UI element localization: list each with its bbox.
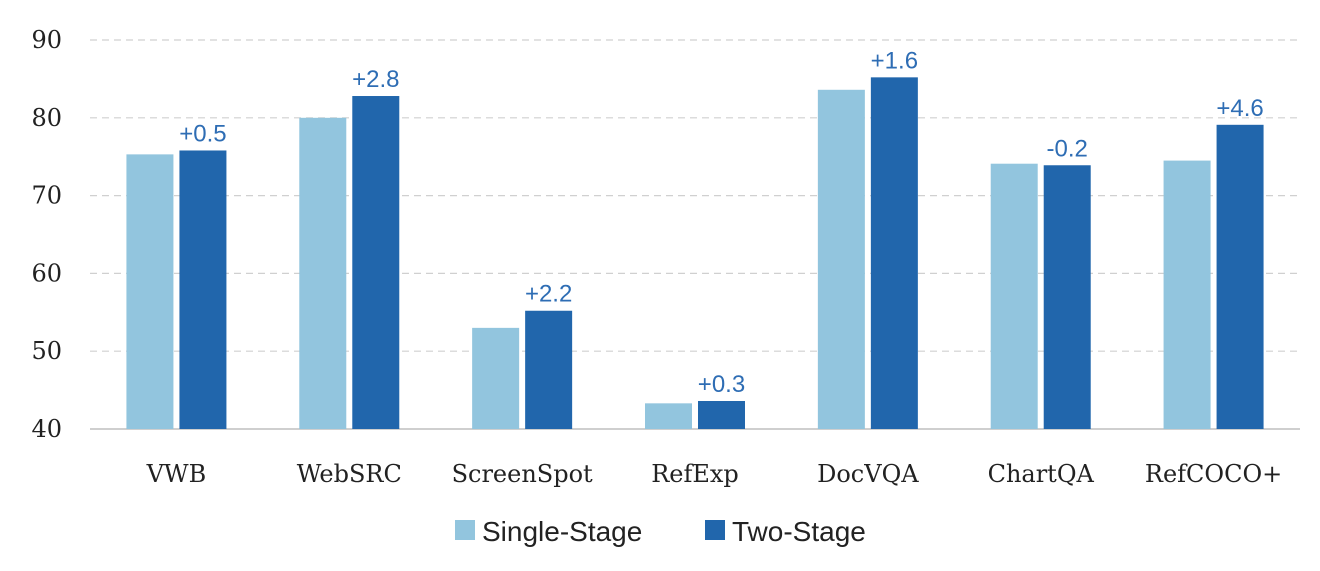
two-stage-bar (698, 400, 745, 429)
single-stage-bar (1163, 160, 1211, 429)
x-category-label: WebSRC (297, 460, 402, 488)
two-stage-bar (1216, 124, 1264, 429)
y-tick-label: 60 (31, 259, 62, 287)
single-stage-bar (990, 163, 1038, 429)
legend-label-two-stage: Two-Stage (732, 516, 866, 547)
delta-label: +0.3 (698, 371, 745, 398)
gridlines (90, 39, 1300, 352)
two-stage-bar (352, 96, 400, 430)
delta-label: +1.6 (871, 47, 918, 74)
legend: Single-Stage Two-Stage (455, 516, 866, 547)
legend-swatch-single-stage (455, 520, 475, 540)
single-stage-bar (817, 89, 865, 430)
two-stage-bar (179, 150, 227, 429)
y-tick-label: 80 (31, 104, 62, 132)
delta-labels: +0.5 +2.8 +2.2 +0.3 +1.6 -0.2 +4.6 (179, 47, 1264, 398)
two-stage-bar (870, 77, 918, 430)
x-category-label: DocVQA (817, 460, 919, 488)
single-stage-bar (299, 117, 347, 430)
two-stage-bar (1043, 165, 1091, 429)
delta-label: -0.2 (1047, 135, 1088, 162)
y-axis-ticks: 40 50 60 70 80 90 (31, 26, 62, 443)
x-category-label: ScreenSpot (452, 460, 593, 488)
y-tick-label: 90 (31, 26, 62, 54)
delta-label: +4.6 (1216, 95, 1263, 122)
single-stage-bar (645, 403, 692, 429)
two-stage-bar (525, 310, 573, 429)
y-tick-label: 70 (31, 182, 62, 210)
x-axis-categories: VWB WebSRC ScreenSpot RefExp DocVQA ChartQA Re… (146, 460, 1283, 488)
x-category-label: VWB (146, 460, 207, 488)
y-tick-label: 50 (31, 337, 62, 365)
x-category-label: RefExp (651, 460, 739, 488)
x-category-label: RefCOCO+ (1145, 460, 1282, 488)
y-tick-label: 40 (31, 415, 62, 443)
x-category-label: ChartQA (988, 460, 1095, 488)
single-stage-bar (126, 154, 174, 429)
delta-label: +2.2 (525, 281, 572, 308)
legend-label-single-stage: Single-Stage (482, 516, 642, 547)
delta-label: +0.5 (179, 120, 226, 147)
delta-label: +2.8 (352, 66, 399, 93)
legend-swatch-two-stage (705, 520, 725, 540)
single-stage-bar (472, 327, 520, 429)
bars (126, 77, 1264, 430)
